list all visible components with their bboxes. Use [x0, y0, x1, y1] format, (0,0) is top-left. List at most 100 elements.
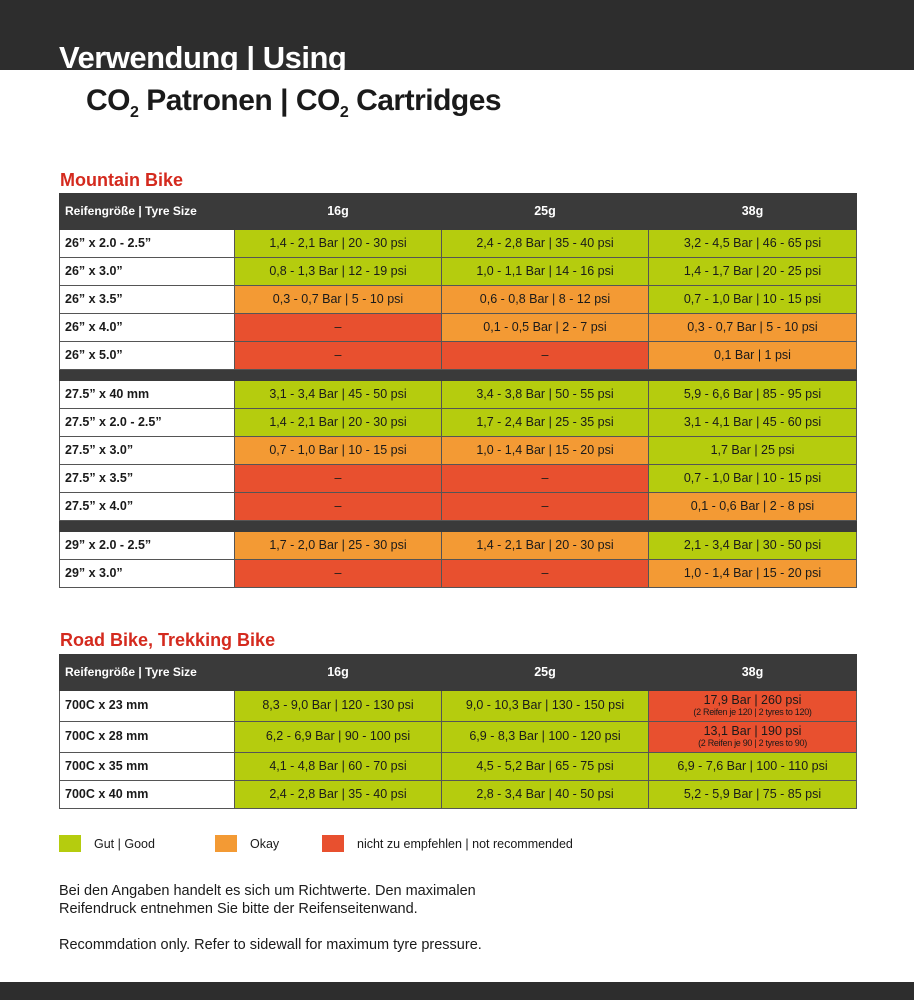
pressure-cell: 1,7 - 2,4 Bar | 25 - 35 psi [441, 408, 649, 437]
separator-cell [59, 520, 857, 532]
table-header-row: Reifengröße | Tyre Size 16g 25g 38g [59, 193, 857, 230]
pressure-cell: 1,4 - 1,7 Bar | 20 - 25 psi [648, 257, 857, 286]
pressure-value: 6,9 - 7,6 Bar | 100 - 110 psi [677, 758, 828, 773]
tyre-size-cell: 700C x 40 mm [59, 780, 235, 809]
page-title: Verwendung | Using [59, 40, 347, 70]
tyre-size-cell: 27.5” x 3.5” [59, 464, 235, 493]
pressure-value: 1,4 - 1,7 Bar | 20 - 25 psi [683, 263, 822, 278]
footer-line: Bei den Angaben handelt es sich um Richt… [59, 883, 476, 899]
subtitle-part: Cartridges [348, 84, 502, 117]
pressure-cell: 13,1 Bar | 190 psi (2 Reifen je 90 | 2 ty… [648, 721, 857, 753]
pressure-cell: 0,1 - 0,5 Bar | 2 - 7 psi [441, 313, 649, 342]
footer-note-de: Bei den Angaben handelt es sich um Richt… [59, 882, 476, 918]
table-header-row: Reifengröße | Tyre Size 16g 25g 38g [59, 654, 857, 691]
pressure-value: 0,7 - 1,0 Bar | 10 - 15 psi [269, 442, 407, 457]
pressure-value: 6,2 - 6,9 Bar | 90 - 100 psi [265, 729, 411, 744]
pressure-cell: – [234, 492, 442, 521]
table-row: 700C x 28 mm 6,2 - 6,9 Bar | 90 - 100 psi… [59, 721, 857, 753]
pressure-cell: 0,7 - 1,0 Bar | 10 - 15 psi [234, 436, 442, 465]
pressure-cell: 3,4 - 3,8 Bar | 50 - 55 psi [441, 380, 649, 409]
pressure-cell: 4,1 - 4,8 Bar | 60 - 70 psi [234, 752, 442, 781]
pressure-value: 5,2 - 5,9 Bar | 75 - 85 psi [683, 786, 822, 801]
pressure-value: 0,1 - 0,5 Bar | 2 - 7 psi [483, 319, 607, 334]
pressure-value: 0,3 - 0,7 Bar | 5 - 10 psi [687, 319, 818, 334]
pressure-value: 4,5 - 5,2 Bar | 65 - 75 psi [476, 758, 614, 773]
pressure-cell: 0,8 - 1,3 Bar | 12 - 19 psi [234, 257, 442, 286]
pressure-value: 6,9 - 8,3 Bar | 100 - 120 psi [469, 729, 621, 744]
footer-line: Reifendruck entnehmen Sie bitte der Reif… [59, 901, 418, 917]
pressure-cell: 1,0 - 1,1 Bar | 14 - 16 psi [441, 257, 649, 286]
table-row: 26” x 5.0” – – 0,1 Bar | 1 psi [59, 341, 857, 370]
pressure-cell: 1,4 - 2,1 Bar | 20 - 30 psi [234, 229, 442, 258]
pressure-value: – [541, 565, 549, 580]
pressure-value: 0,7 - 1,0 Bar | 10 - 15 psi [683, 291, 822, 306]
column-header: 38g [648, 654, 857, 691]
pressure-value: 2,4 - 2,8 Bar | 35 - 40 psi [476, 235, 614, 250]
pressure-value: 1,7 Bar | 25 psi [710, 442, 795, 457]
table-row: 27.5” x 2.0 - 2.5” 1,4 - 2,1 Bar | 20 - 3… [59, 408, 857, 437]
table-row: 700C x 40 mm 2,4 - 2,8 Bar | 35 - 40 psi 2… [59, 780, 857, 809]
pressure-value: – [541, 498, 549, 513]
pressure-cell: – [234, 341, 442, 370]
pressure-cell: 6,2 - 6,9 Bar | 90 - 100 psi [234, 721, 442, 753]
pressure-value: – [334, 470, 342, 485]
pressure-value: 2,1 - 3,4 Bar | 30 - 50 psi [683, 537, 822, 552]
legend-swatch-good [59, 835, 81, 852]
pressure-cell: – [234, 559, 442, 588]
pressure-value: 2,8 - 3,4 Bar | 40 - 50 psi [476, 786, 614, 801]
tyre-size-cell: 26” x 5.0” [59, 341, 235, 370]
top-bar: Verwendung | Using [0, 0, 914, 70]
legend-item-okay: Okay [215, 835, 279, 852]
pressure-cell: 2,8 - 3,4 Bar | 40 - 50 psi [441, 780, 649, 809]
pressure-cell: – [441, 492, 649, 521]
pressure-value: 4,1 - 4,8 Bar | 60 - 70 psi [269, 758, 407, 773]
table-row: 26” x 2.0 - 2.5” 1,4 - 2,1 Bar | 20 - 30 … [59, 229, 857, 258]
pressure-cell: 17,9 Bar | 260 psi (2 Reifen je 120 | 2 t… [648, 690, 857, 722]
pressure-cell: 0,3 - 0,7 Bar | 5 - 10 psi [234, 285, 442, 314]
pressure-value: 1,0 - 1,4 Bar | 15 - 20 psi [683, 565, 822, 580]
bottom-bar [0, 982, 914, 1000]
section-title-road-bike: Road Bike, Trekking Bike [60, 630, 276, 650]
pressure-value: 13,1 Bar | 190 psi [703, 724, 802, 739]
pressure-cell: 6,9 - 7,6 Bar | 100 - 110 psi [648, 752, 857, 781]
pressure-value: – [541, 347, 549, 362]
pressure-value: 5,9 - 6,6 Bar | 85 - 95 psi [683, 386, 822, 401]
mountain-bike-table: Reifengröße | Tyre Size 16g 25g 38g 26” x 2.… [59, 193, 857, 588]
tyre-size-cell: 700C x 35 mm [59, 752, 235, 781]
table-row: 29” x 3.0” – – 1,0 - 1,4 Bar | 15 - 20 psi [59, 559, 857, 588]
legend-label: nicht zu empfehlen | not recommended [357, 836, 573, 851]
column-header: 25g [441, 193, 649, 230]
column-header: Reifengröße | Tyre Size [59, 654, 235, 691]
subtitle-part: Patronen | CO [138, 84, 340, 117]
pressure-value: 1,7 - 2,4 Bar | 25 - 35 psi [476, 414, 614, 429]
pressure-cell: 3,2 - 4,5 Bar | 46 - 65 psi [648, 229, 857, 258]
pressure-value: 3,1 - 3,4 Bar | 45 - 50 psi [269, 386, 407, 401]
tyre-size-cell: 27.5” x 4.0” [59, 492, 235, 521]
pressure-value: 0,7 - 1,0 Bar | 10 - 15 psi [683, 470, 822, 485]
pressure-value: 1,4 - 2,1 Bar | 20 - 30 psi [476, 537, 614, 552]
pressure-value: – [334, 347, 342, 362]
legend-label: Okay [250, 836, 280, 851]
subtitle-subscript: 2 [339, 104, 349, 121]
pressure-value: 1,4 - 2,1 Bar | 20 - 30 psi [269, 235, 407, 250]
table-row: 700C x 35 mm 4,1 - 4,8 Bar | 60 - 70 psi 4… [59, 752, 857, 781]
tyre-size-cell: 700C x 28 mm [59, 721, 235, 753]
legend-label: Gut | Good [94, 836, 155, 851]
pressure-cell: 9,0 - 10,3 Bar | 130 - 150 psi [441, 690, 649, 722]
section-title-mountain-bike: Mountain Bike [60, 170, 184, 190]
tyre-size-cell: 27.5” x 3.0” [59, 436, 235, 465]
pressure-cell: 0,6 - 0,8 Bar | 8 - 12 psi [441, 285, 649, 314]
tyre-size-cell: 26” x 4.0” [59, 313, 235, 342]
legend-swatch-okay [215, 835, 237, 852]
subtitle-part: CO [86, 84, 131, 117]
legend: Gut | Good Okay nicht zu empfehlen | not… [59, 835, 659, 855]
table-row: 700C x 23 mm 8,3 - 9,0 Bar | 120 - 130 ps… [59, 690, 857, 722]
table-row: 27.5” x 3.5” – – 0,7 - 1,0 Bar | 10 - 15 ps… [59, 464, 857, 493]
pressure-cell: 5,2 - 5,9 Bar | 75 - 85 psi [648, 780, 857, 809]
pressure-value: 3,4 - 3,8 Bar | 50 - 55 psi [476, 386, 614, 401]
pressure-value: 0,8 - 1,3 Bar | 12 - 19 psi [269, 263, 407, 278]
table-row: 26” x 3.0” 0,8 - 1,3 Bar | 12 - 19 psi 1,0… [59, 257, 857, 286]
legend-item-not-recommended: nicht zu empfehlen | not recommended [322, 835, 573, 852]
pressure-cell: 1,4 - 2,1 Bar | 20 - 30 psi [441, 531, 649, 560]
separator-cell [59, 369, 857, 381]
